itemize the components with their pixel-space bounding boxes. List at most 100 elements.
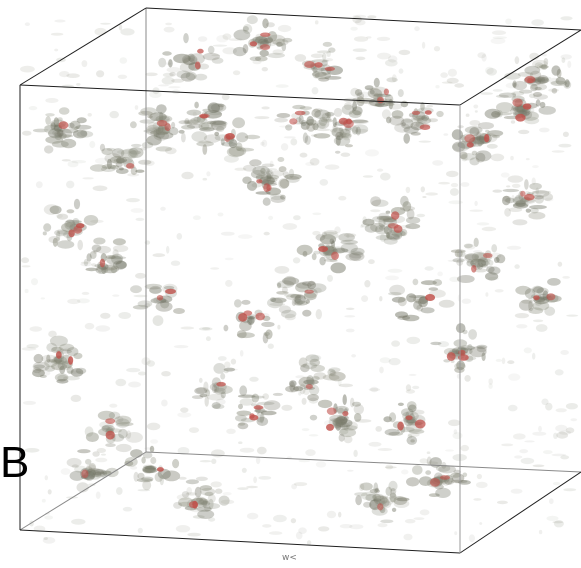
density-blob (85, 432, 99, 442)
density-blob (514, 105, 525, 113)
density-blob (314, 109, 330, 120)
density-blob (208, 498, 214, 510)
density-blob (447, 477, 455, 485)
density-blob (256, 416, 269, 426)
density-blob (140, 147, 147, 151)
density-blob (338, 383, 353, 388)
density-blob (274, 266, 290, 274)
density-blob (553, 520, 564, 528)
density-blob (71, 464, 79, 469)
density-blob (202, 144, 208, 155)
density-blob (266, 174, 279, 180)
density-blob (428, 287, 439, 291)
density-blob (81, 469, 89, 479)
density-blob (560, 16, 573, 21)
density-blob (464, 243, 476, 250)
density-blob (274, 117, 288, 123)
density-blob (539, 64, 549, 69)
density-blob (20, 65, 35, 73)
density-blob (475, 152, 486, 163)
density-blob (295, 300, 308, 306)
density-blob (238, 234, 253, 239)
density-blob (302, 250, 308, 257)
density-blob (403, 126, 419, 134)
density-blob (126, 430, 132, 439)
density-blob (474, 268, 487, 273)
density-blob (318, 526, 330, 532)
density-blob (471, 265, 477, 273)
density-blob (467, 344, 473, 351)
density-blob (232, 46, 247, 57)
density-blob (326, 407, 337, 415)
density-blob (86, 253, 92, 262)
density-blob (475, 150, 492, 162)
density-blob (298, 114, 304, 125)
density-blob (336, 416, 344, 425)
density-blob (262, 197, 271, 206)
density-blob (211, 120, 227, 131)
density-blob (425, 192, 439, 196)
density-blob (215, 488, 223, 494)
density-blob (255, 312, 265, 321)
density-blob (546, 293, 556, 301)
density-blob (52, 237, 58, 247)
density-blob (163, 26, 175, 33)
density-blob (318, 246, 329, 252)
density-blob (314, 20, 319, 25)
density-blob (89, 470, 96, 476)
density-blob (404, 519, 416, 524)
density-blob (221, 141, 237, 147)
density-blob (238, 313, 248, 322)
density-blob (551, 453, 567, 457)
density-blob (505, 82, 520, 89)
density-blob (67, 122, 75, 129)
density-blob (101, 166, 116, 172)
density-blob (56, 230, 61, 241)
density-blob (242, 44, 249, 54)
density-blob (313, 108, 323, 113)
density-blob (551, 150, 565, 153)
density-blob (557, 261, 563, 267)
density-blob (334, 417, 345, 424)
density-isosurfaces (20, 14, 579, 546)
density-blob (244, 134, 261, 140)
density-blob (93, 468, 107, 478)
density-blob (386, 233, 400, 240)
density-blob (134, 105, 139, 110)
density-blob (397, 89, 404, 98)
density-blob (199, 377, 203, 383)
density-blob (554, 369, 564, 376)
density-blob (80, 262, 93, 267)
density-blob (305, 384, 313, 390)
density-blob (397, 315, 411, 320)
density-blob (197, 509, 215, 519)
density-blob (539, 101, 546, 108)
density-blob (23, 400, 36, 405)
density-blob (411, 110, 421, 115)
density-blob (505, 18, 512, 25)
density-blob (356, 92, 365, 100)
density-blob (220, 373, 226, 380)
density-blob (296, 281, 312, 289)
density-blob (389, 487, 396, 499)
density-blob (230, 358, 237, 365)
density-blob (332, 417, 348, 427)
density-blob (549, 498, 554, 505)
density-blob (188, 53, 205, 65)
density-blob (102, 267, 115, 271)
density-blob (492, 36, 507, 39)
density-blob (461, 298, 472, 304)
density-blob (494, 257, 500, 263)
density-blob (411, 409, 425, 415)
density-blob (92, 185, 108, 192)
density-blob (507, 360, 515, 365)
density-blob (80, 129, 88, 137)
density-blob (341, 425, 358, 431)
density-blob (147, 115, 153, 119)
density-blob (61, 128, 79, 134)
density-blob (316, 118, 330, 129)
density-blob (425, 294, 436, 301)
density-blob (202, 108, 211, 112)
density-blob (368, 388, 381, 392)
density-blob (180, 326, 195, 330)
